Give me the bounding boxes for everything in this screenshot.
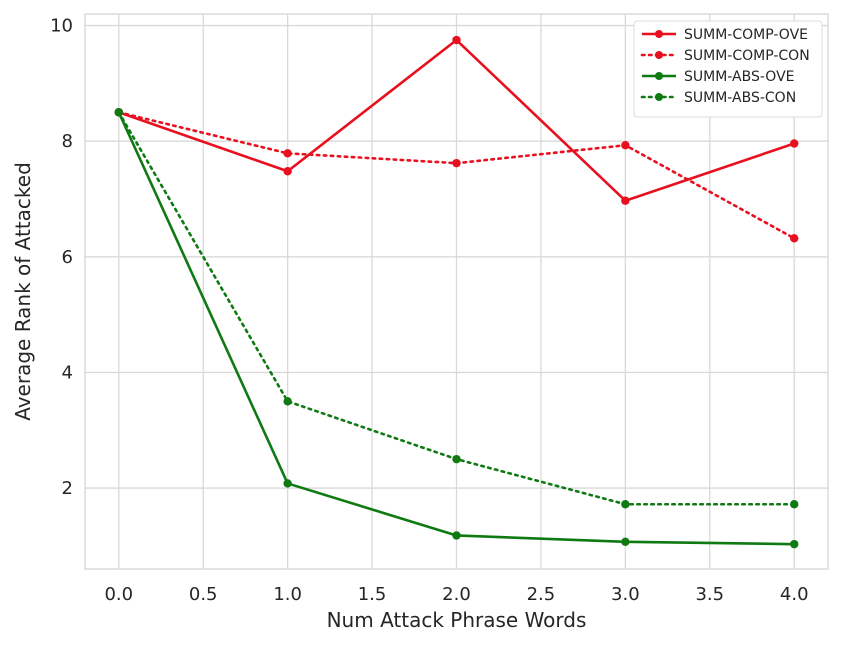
data-point bbox=[283, 479, 292, 488]
y-tick-label: 2 bbox=[62, 478, 73, 499]
data-point bbox=[452, 35, 461, 45]
data-point bbox=[452, 531, 461, 540]
legend-marker bbox=[655, 72, 663, 80]
y-tick-label: 4 bbox=[62, 362, 73, 383]
x-tick-label: 2.0 bbox=[442, 584, 471, 605]
x-tick-label: 0.5 bbox=[189, 584, 218, 605]
data-point bbox=[790, 234, 799, 243]
x-tick-label: 3.0 bbox=[611, 584, 640, 605]
x-tick-label: 3.5 bbox=[695, 584, 724, 605]
data-point bbox=[621, 141, 630, 150]
data-point bbox=[452, 454, 461, 464]
data-point bbox=[621, 537, 630, 547]
x-tick-label: 2.5 bbox=[527, 584, 556, 605]
data-point bbox=[790, 539, 799, 549]
data-point bbox=[621, 196, 630, 205]
x-tick-label: 1.5 bbox=[358, 584, 387, 605]
legend-entry: SUMM-ABS-CON bbox=[640, 90, 796, 106]
y-tick-label: 8 bbox=[62, 131, 73, 152]
data-point bbox=[283, 167, 292, 176]
y-tick-labels: 2 4 6 8 10 bbox=[50, 16, 73, 500]
series-layer bbox=[114, 35, 799, 549]
data-point bbox=[790, 139, 799, 148]
legend: SUMM-COMP-OVE SUMM-COMP-CON SUMM-ABS-OVE SU… bbox=[633, 20, 823, 118]
y-tick-label: 6 bbox=[62, 247, 73, 268]
legend-box bbox=[633, 20, 823, 118]
x-tick-label: 4.0 bbox=[780, 584, 809, 605]
legend-label: SUMM-ABS-CON bbox=[684, 90, 796, 106]
data-point bbox=[114, 108, 123, 117]
legend-marker bbox=[655, 30, 663, 38]
x-tick-labels: 0.0 0.5 1.0 1.5 2.0 2.5 3.0 3.5 4.0 bbox=[104, 584, 808, 605]
data-point bbox=[621, 500, 630, 509]
data-point bbox=[790, 500, 799, 509]
legend-marker bbox=[655, 93, 663, 101]
x-tick-label: 1.0 bbox=[273, 584, 302, 605]
data-point bbox=[283, 397, 292, 406]
legend-label: SUMM-COMP-OVE bbox=[684, 27, 808, 43]
legend-marker bbox=[655, 51, 663, 59]
data-point bbox=[283, 149, 292, 158]
legend-label: SUMM-ABS-OVE bbox=[684, 69, 795, 85]
y-axis-label: Average Rank of Attacked bbox=[11, 162, 35, 421]
legend-label: SUMM-COMP-CON bbox=[684, 48, 810, 64]
series-summ-abs-con bbox=[114, 108, 799, 509]
x-tick-label: 0.0 bbox=[104, 584, 133, 605]
x-axis-label: Num Attack Phrase Words bbox=[327, 608, 587, 632]
y-tick-label: 10 bbox=[50, 16, 73, 37]
data-point bbox=[452, 158, 461, 168]
legend-entry: SUMM-COMP-CON bbox=[640, 48, 810, 64]
legend-entry: SUMM-ABS-OVE bbox=[642, 69, 795, 85]
legend-entry: SUMM-COMP-OVE bbox=[642, 27, 808, 43]
